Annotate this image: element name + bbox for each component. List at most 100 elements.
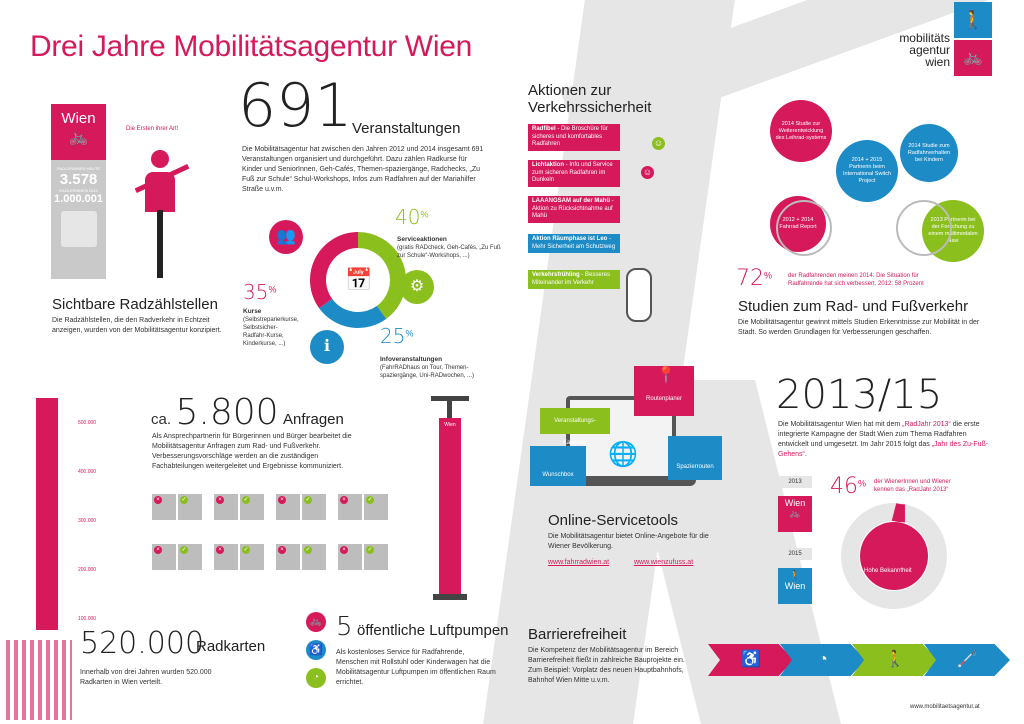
counter-tag: Die Ersten ihrer Art! — [126, 126, 179, 132]
info-title: Infoveranstaltungen — [380, 356, 443, 363]
safety-action-item: Lichtaktion - Info und Service zum siche… — [528, 160, 620, 187]
cross-icon: × — [216, 546, 224, 554]
counter-label-today: RADLERINNEN HEUTE — [56, 166, 101, 171]
kurse-text: (Selbstreparierkurse, Selbstsicher-Radfa… — [243, 317, 299, 347]
routenplaner-label: Routenplaner — [645, 396, 683, 402]
safety-action-text: - Mehr Sicherheit am Schutzweg — [532, 236, 616, 250]
info-text: (FahrRADhaus on Tour, Themen-spaziergäng… — [380, 365, 475, 379]
service-title: Serviceaktionen — [397, 236, 447, 243]
study-circle: 2014 Studie zum Radfahrverhalten bei Kin… — [900, 124, 958, 182]
counter-label-year: RADLERINNEN 2014 — [59, 188, 98, 193]
year-2015: 2015 — [778, 548, 812, 560]
cross-icon: × — [340, 496, 348, 504]
events-label: Veranstaltungen — [352, 120, 461, 137]
smiley-icon: ☺ — [652, 137, 665, 150]
check-icon: ✓ — [180, 496, 188, 504]
routenplaner-badge[interactable]: 📍 Routenplaner — [634, 366, 694, 416]
radkarten-text: Innerhalb von drei Jahren wurden 520.000… — [80, 669, 212, 686]
radkarten-number: 520.000 — [80, 626, 205, 661]
cyclist-figure — [127, 150, 197, 280]
bar-tick-label: 400.000 — [78, 469, 97, 475]
air-pump: Wien — [427, 396, 473, 606]
anfragen-number: 5.800 — [175, 392, 279, 433]
before-after-tile: ✓ — [178, 494, 202, 520]
before-after-tile: × — [338, 494, 362, 520]
safety-action-title: Lichtaktion — [532, 162, 565, 168]
check-icon: ✓ — [304, 496, 312, 504]
before-after-tile: ✓ — [240, 544, 264, 570]
before-after-tile: ✓ — [302, 494, 326, 520]
anfragen-text: Als Ansprechpartnerin für Bürgerinnen un… — [152, 433, 352, 470]
badge-wien-label: Wien — [784, 498, 806, 508]
wunschbox-badge[interactable]: Wunschbox — [530, 446, 586, 486]
safety-action-item: Radfibel - Die Broschüre für sicheres un… — [528, 124, 620, 151]
logo-line1: mobilitäts — [899, 31, 950, 45]
radzaehl-text: Die Radzählstellen, die den Radverkehr i… — [52, 317, 222, 334]
before-after-tile: × — [276, 544, 300, 570]
events-number: 691 — [238, 71, 353, 141]
pct-72-text: der Radfahrenden meinen 2014: Die Situat… — [788, 273, 924, 287]
walker-logo-icon: 🚶 — [954, 2, 992, 38]
kalender-badge[interactable]: Veranstaltungs-Kalender — [540, 408, 610, 446]
before-after-tile: ✓ — [240, 494, 264, 520]
wheelchair-arrow: ♿ — [708, 644, 794, 676]
counter-year: 1.000.001 — [54, 193, 103, 205]
sicherheit-heading: Aktionen zur Verkehrssicherheit — [528, 82, 651, 116]
check-icon: ✓ — [366, 546, 374, 554]
link-wienzufuss[interactable]: www.wienzufuss.at — [634, 559, 694, 566]
bar-tick-label: 500.000 — [78, 420, 97, 426]
smiley-icon: ☺ — [641, 166, 654, 179]
pct-35: 35% — [243, 280, 277, 304]
spazier-badge[interactable]: Spazierrouten — [668, 436, 722, 480]
before-after-tile: ✓ — [302, 544, 326, 570]
pump-number: 5 — [336, 612, 353, 642]
cross-icon: × — [154, 496, 162, 504]
before-after-tile: × — [276, 494, 300, 520]
bike-icon: 🚲 — [68, 129, 89, 146]
events-donut — [310, 232, 406, 328]
logo: mobilitäts agentur wien 🚶 🚲 — [872, 2, 1002, 76]
wien-bike-badge: Wien 🚲 — [778, 496, 812, 532]
before-after-tile: × — [152, 494, 176, 520]
events-text: Die Mobilitätsagentur hat zwischen den J… — [242, 146, 484, 193]
safety-action-title: Verkehrsfrühling — [532, 272, 580, 278]
donut-segment — [310, 232, 359, 309]
footer-url: www.mobilitaetsagentur.at — [910, 704, 980, 710]
service-text: (gratis RADcheck, Geh-Cafés, „Zu Fuß zur… — [397, 245, 501, 259]
cross-icon: × — [154, 546, 162, 554]
radkarten-label: Radkarten — [196, 638, 266, 655]
bar-tick-label: 200.000 — [78, 567, 97, 573]
check-icon: ✓ — [304, 546, 312, 554]
donut-segment — [357, 232, 406, 319]
donut-segment — [319, 298, 387, 328]
barriere-heading: Barrierefreiheit — [528, 626, 627, 643]
badge-wien-label: Wien — [784, 581, 806, 591]
awareness-donut — [841, 503, 947, 609]
barriere-text: Die Kompetenz der Mobilitätsagentur im B… — [528, 647, 685, 684]
study-circle: 2014 + 2015 Partnerin beim International… — [836, 140, 898, 202]
tools-icon: ⚙ — [400, 270, 434, 304]
before-after-tile: ✓ — [178, 544, 202, 570]
jahre-q2: „Jahr des Zu-Fuß-Gehens“ — [778, 441, 989, 458]
elderly-arrow: 🚶 — [852, 644, 938, 676]
pct-72: 72% — [736, 266, 773, 291]
jahre-text: Die Mobilitätsagentur Wien hat mit dem „… — [778, 420, 998, 460]
safety-action-text: - Aktion zu Rücksichtnahme auf Mahü — [532, 198, 614, 219]
bicycle-illustration — [776, 190, 956, 260]
pump-label: öffentliche Luftpumpen — [357, 622, 509, 639]
safety-action-text: - Die Broschüre für sicheres und komfort… — [532, 126, 608, 147]
pump-bike-icon: 🚲 — [306, 612, 326, 632]
bike-icon: 🚲 — [789, 508, 801, 518]
pct-40: 40% — [395, 205, 429, 229]
safety-action-item: LAAANGSAM auf der Mahü - Aktion zu Rücks… — [528, 196, 620, 223]
wien-walk-badge: 🚶 Wien — [778, 568, 812, 604]
studien-text: Die Mobilitätsagentur gewinnt mittels St… — [738, 319, 980, 336]
link-fahrradwien[interactable]: www.fahrradwien.at — [548, 559, 610, 566]
pct-46: 46% — [830, 474, 867, 499]
jahre-number: 2013/15 — [776, 372, 943, 418]
counter-pillar: Wien 🚲 RADLERINNEN HEUTE 3.578 RADLERINN… — [51, 104, 106, 279]
bar-fill — [36, 398, 58, 630]
safety-action-item: Aktion Räumphase ist Leo - Mehr Sicherhe… — [528, 234, 620, 253]
info-icon: ℹ — [310, 330, 344, 364]
pixel-decor — [6, 640, 72, 720]
